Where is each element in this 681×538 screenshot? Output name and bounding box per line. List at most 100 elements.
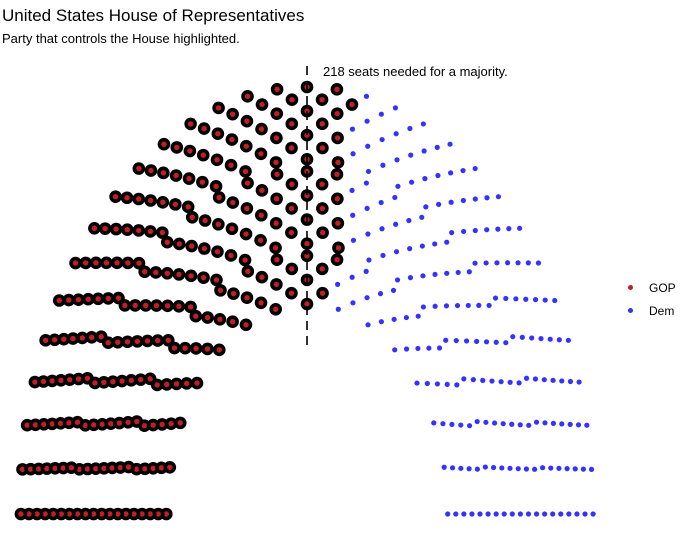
seat-dem [523,375,530,381]
seat-dem [550,377,556,383]
seat-dem [454,302,461,309]
seat-gop [58,511,64,517]
seat-dem [394,157,400,163]
seat-gop [93,260,99,266]
seat-dem [378,111,384,117]
seat-gop [194,380,200,386]
seat-dem [363,93,370,99]
seat-dem [542,511,548,517]
seat-gop [105,295,111,302]
seat-dem [574,511,580,517]
seat-gop [136,196,142,202]
seat-dem [474,466,480,472]
seat-gop [75,376,82,382]
seat-dem [335,306,341,312]
seat-gop [229,111,236,117]
seat-gop [19,466,26,473]
seat-dem [420,304,426,310]
seat-dem [349,187,355,193]
seat-dem [494,260,500,266]
legend-label-dem: Dem [649,303,675,318]
seat-dem [420,273,426,279]
seat-dem [392,347,398,353]
seat-dem [350,212,356,218]
seat-dem [460,197,466,204]
seat-gop [137,376,144,383]
seat-gop [44,465,50,472]
seat-dem [542,297,548,303]
seat-dem [474,418,480,425]
seat-gop [92,380,98,386]
seat-gop [204,346,211,352]
seat-dem [463,338,470,344]
seat-dem [588,466,595,472]
seat-dem [483,260,489,266]
seat-gop [102,225,108,232]
seat-dem [350,300,356,306]
seat-gop [84,466,91,472]
seat-dem [501,511,507,517]
seat-gop [159,229,166,236]
seat-gop [32,422,39,428]
seat-dem [419,214,425,220]
seat-gop [51,337,58,343]
seat-gop [244,205,250,212]
seat-gop [335,220,341,226]
seat-dem [380,162,386,168]
seat-dem [414,380,420,386]
seat-dem [394,277,401,283]
seat-dem [558,511,564,517]
seat-gop [177,420,183,426]
seat-gop [113,226,119,232]
seat-dem [548,465,554,471]
seat-dem [453,511,459,517]
seat-dem [424,380,430,387]
seat-gop [108,420,114,427]
seat-dem [493,339,499,345]
seat-gop [66,420,72,426]
seat-gop [258,126,265,132]
seat-dem [474,338,480,344]
seat-gop [304,241,310,247]
seat-dem [363,268,369,274]
seat-gop [133,466,140,472]
seat-dem [449,465,456,471]
seat-gop [115,295,122,301]
seat-gop [109,465,115,471]
seat-gop [154,382,160,388]
seat-gop [112,193,119,200]
seat-gop [258,151,264,157]
seat-dem [365,231,371,237]
seat-dem [482,464,488,470]
seat-gop [214,157,220,163]
seat-gop [214,249,221,255]
seat-gop [216,194,222,201]
seat-dem [449,421,455,428]
seat-gop [67,376,73,383]
seat-gop [319,181,325,187]
seat-dem [466,466,472,472]
seat-gop [42,511,48,517]
seat-gop [188,243,195,249]
seat-dem [349,126,356,132]
seat-gop [74,419,81,425]
seat-gop [82,422,88,429]
seat-gop [32,379,38,385]
seat-gop [243,231,249,237]
seat-gop [84,375,91,381]
seat-gop [173,172,179,179]
seat-dem [434,381,441,387]
seat-dem [393,249,400,255]
seat-gop [334,110,340,117]
seat-dem [517,511,523,517]
seat-dem [390,287,397,293]
seat-gop [185,204,191,210]
seat-gop [289,96,295,103]
seat-gop [201,245,208,252]
seat-dem [531,466,538,472]
seat-gop [272,245,279,251]
seat-dem [567,421,573,427]
seat-gop [304,301,310,307]
seat-dem [472,165,478,172]
